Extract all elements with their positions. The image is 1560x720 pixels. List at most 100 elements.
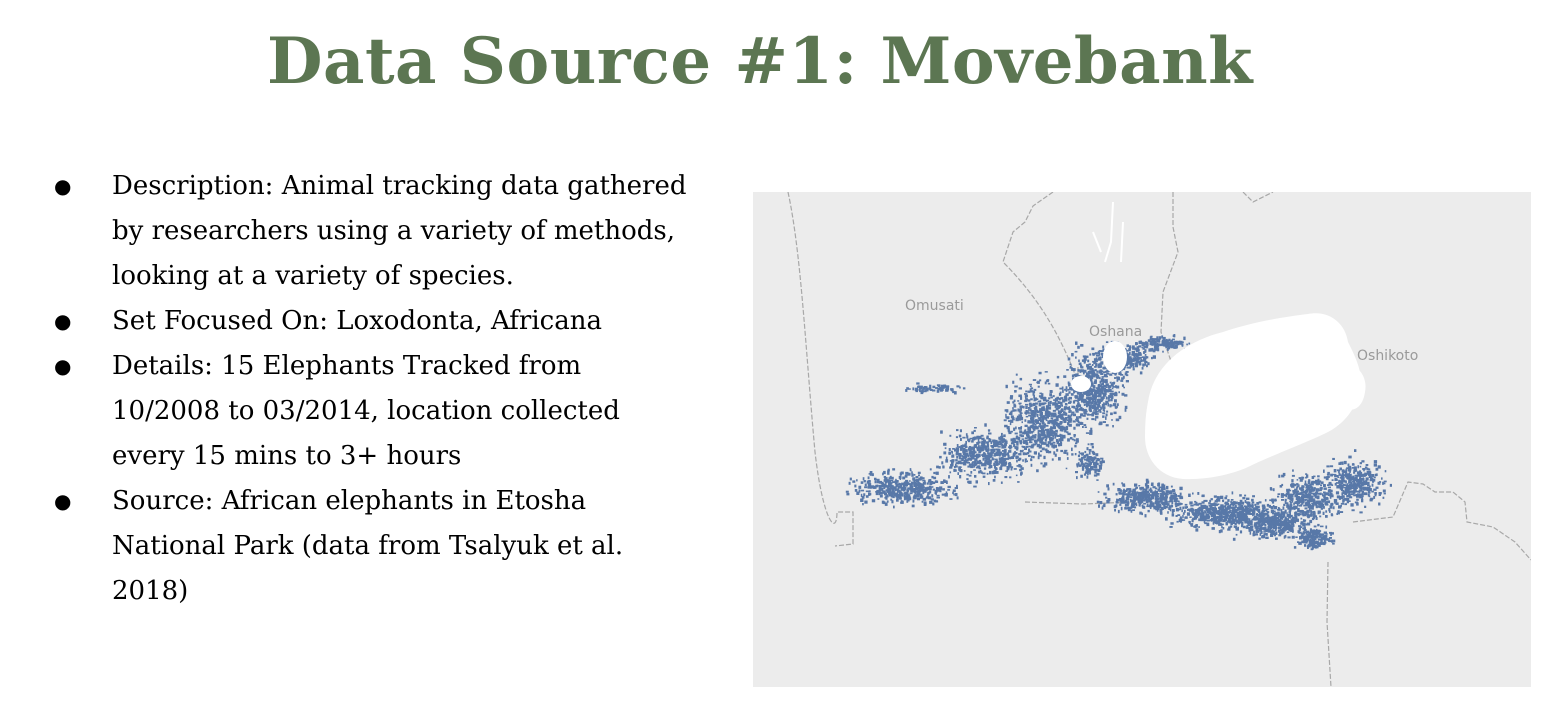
- tracking-point: [989, 461, 992, 465]
- tracking-point: [890, 498, 893, 501]
- tracking-point: [1162, 344, 1167, 347]
- tracking-point: [1042, 431, 1046, 435]
- tracking-point: [1129, 498, 1132, 502]
- tracking-point: [1354, 449, 1357, 452]
- tracking-point: [1249, 532, 1252, 535]
- tracking-point: [1326, 501, 1328, 503]
- tracking-point: [1336, 495, 1340, 499]
- tracking-point: [1222, 507, 1225, 510]
- tracking-point: [854, 489, 858, 492]
- tracking-point: [1139, 371, 1143, 375]
- tracking-point: [905, 389, 908, 392]
- tracking-point: [1109, 381, 1112, 384]
- tracking-point: [1262, 505, 1265, 509]
- tracking-point: [1005, 413, 1007, 417]
- tracking-point: [1104, 379, 1108, 383]
- tracking-point: [1286, 522, 1290, 526]
- tracking-point: [1032, 416, 1035, 420]
- tracking-point: [1346, 500, 1349, 504]
- tracking-point: [1004, 440, 1008, 444]
- tracking-point: [1222, 499, 1224, 502]
- tracking-point: [1313, 531, 1317, 535]
- tracking-point: [1027, 437, 1031, 439]
- tracking-point: [1083, 473, 1087, 476]
- tracking-point: [1279, 529, 1282, 532]
- tracking-point: [1093, 465, 1098, 469]
- tracking-point: [873, 485, 877, 489]
- tracking-point: [1256, 529, 1260, 533]
- tracking-point: [1258, 501, 1262, 504]
- tracking-point: [1319, 515, 1322, 518]
- tracking-point: [1323, 476, 1327, 479]
- tracking-point: [1016, 460, 1018, 463]
- tracking-point: [911, 504, 915, 508]
- tracking-point: [1145, 341, 1148, 344]
- tracking-point: [916, 491, 920, 495]
- tracking-point: [1014, 446, 1017, 449]
- tracking-point: [1045, 436, 1048, 440]
- tracking-point: [1045, 449, 1049, 454]
- tracking-point: [1284, 500, 1287, 504]
- tracking-point: [1306, 530, 1310, 534]
- tracking-point: [1084, 409, 1087, 412]
- tracking-point: [1318, 534, 1321, 537]
- tracking-point: [1025, 390, 1028, 393]
- tracking-point: [1237, 517, 1241, 521]
- tracking-point: [929, 468, 932, 471]
- tracking-point: [1305, 492, 1308, 494]
- tracking-point: [1338, 462, 1342, 465]
- tracking-point: [1095, 387, 1099, 389]
- tracking-point: [1364, 481, 1368, 485]
- tracking-point: [1118, 391, 1120, 394]
- tracking-point: [1191, 510, 1194, 514]
- tracking-point: [1211, 519, 1214, 522]
- tracking-point: [1162, 337, 1166, 340]
- tracking-point: [1338, 505, 1342, 509]
- tracking-point: [1047, 441, 1051, 444]
- tracking-point: [1045, 379, 1049, 383]
- tracking-point: [976, 435, 980, 439]
- tracking-point: [1303, 529, 1307, 531]
- tracking-point: [1309, 488, 1311, 492]
- tracking-point: [1028, 407, 1031, 409]
- tracking-point: [1067, 432, 1071, 436]
- tracking-point: [1361, 495, 1364, 498]
- tracking-point: [949, 498, 953, 500]
- tracking-point: [1289, 528, 1293, 532]
- tracking-point: [898, 493, 902, 498]
- tracking-point: [1186, 512, 1190, 516]
- tracking-point: [904, 484, 908, 487]
- tracking-point: [1251, 498, 1254, 502]
- tracking-point: [1272, 526, 1275, 528]
- tracking-point: [1258, 520, 1262, 524]
- tracking-point: [1103, 371, 1106, 374]
- tracking-point: [1050, 434, 1053, 437]
- tracking-point: [1018, 427, 1022, 430]
- tracking-point: [914, 497, 917, 500]
- tracking-point: [1373, 460, 1378, 464]
- tracking-point: [1117, 378, 1120, 381]
- tracking-point: [1003, 461, 1006, 464]
- tracking-point: [1040, 397, 1043, 400]
- tracking-point: [1013, 427, 1016, 431]
- tracking-point: [1142, 506, 1146, 509]
- tracking-point: [1120, 379, 1124, 382]
- tracking-point: [867, 476, 870, 480]
- tracking-point: [972, 453, 975, 456]
- tracking-point: [939, 489, 942, 493]
- tracking-point: [892, 468, 896, 471]
- tracking-point: [1036, 427, 1039, 430]
- tracking-point: [1290, 493, 1295, 496]
- tracking-point: [1101, 397, 1104, 401]
- tracking-point: [1085, 432, 1089, 434]
- tracking-point: [1229, 506, 1233, 509]
- tracking-point: [1017, 458, 1021, 462]
- tracking-point: [1142, 493, 1146, 496]
- bullet-text: Source: African elephants in Etosha Nati…: [112, 486, 624, 606]
- tracking-point: [1123, 501, 1126, 504]
- tracking-point: [1229, 509, 1232, 512]
- tracking-point: [1071, 438, 1075, 441]
- tracking-point: [1236, 513, 1239, 517]
- tracking-point: [1086, 417, 1089, 420]
- tracking-point: [1096, 388, 1099, 392]
